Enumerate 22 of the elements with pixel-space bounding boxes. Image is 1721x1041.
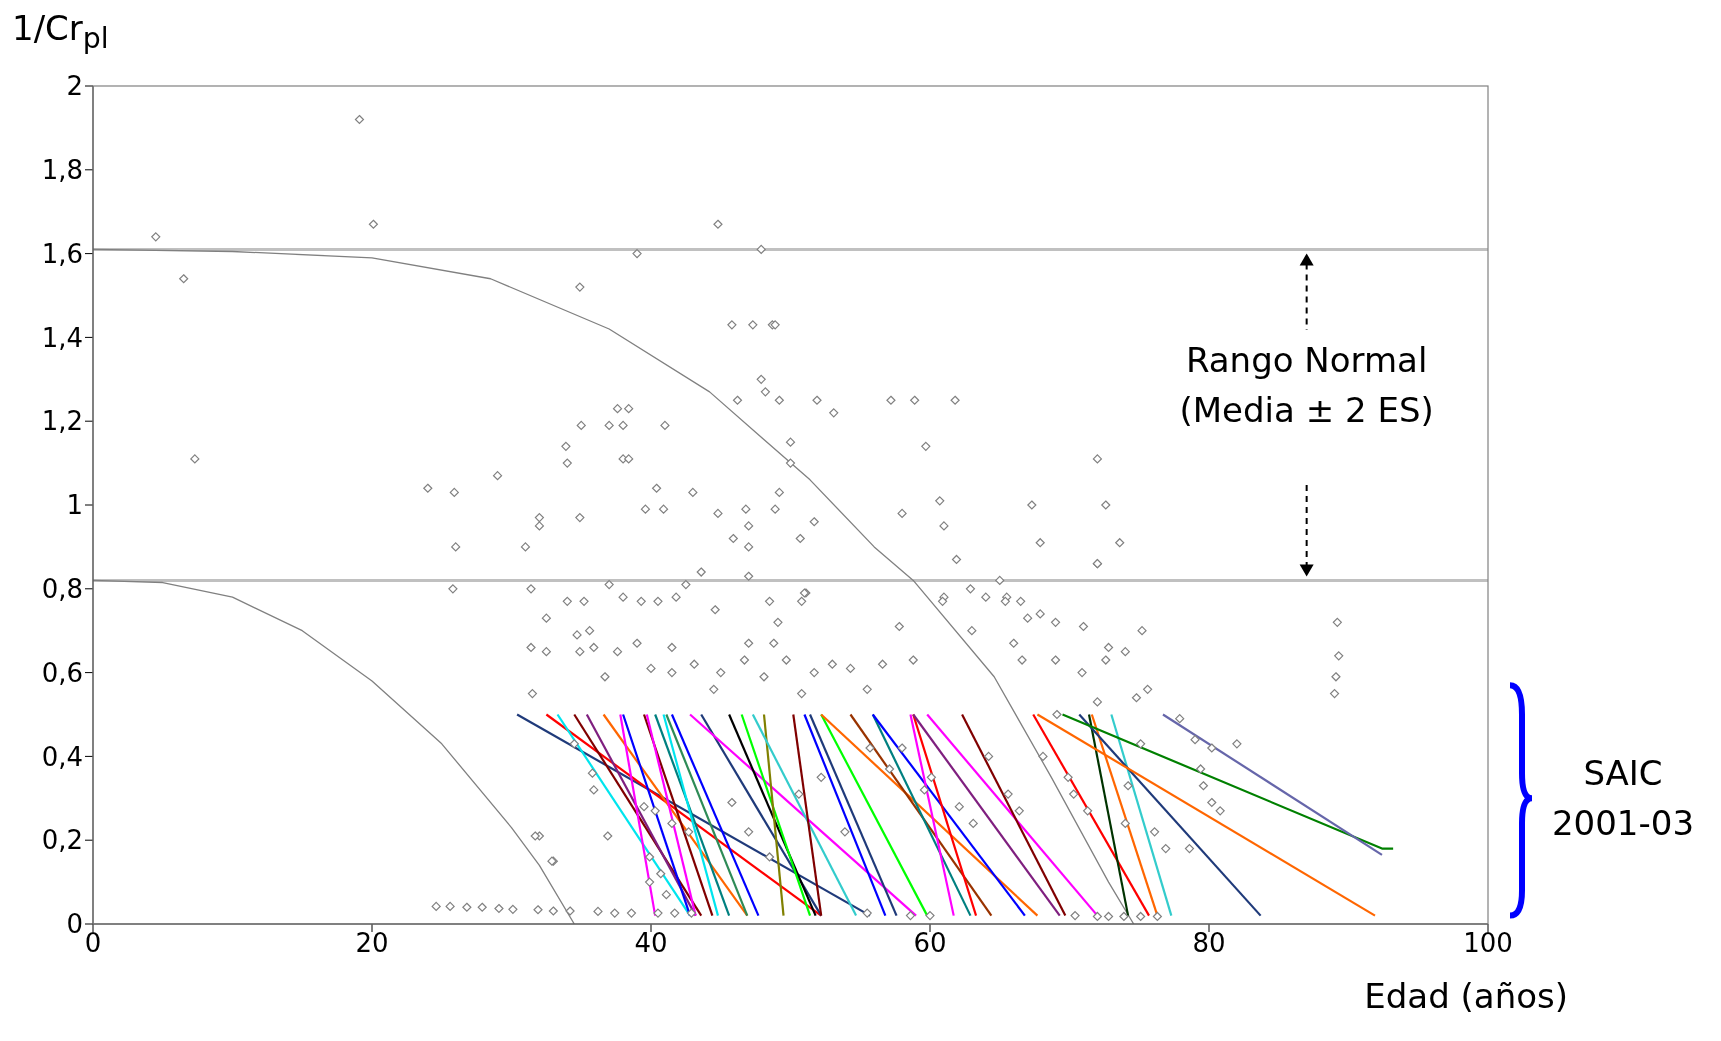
y-tick-label: 1,6	[41, 238, 83, 269]
y-tick-label: 0,8	[41, 574, 83, 605]
y-tick-label: 1,8	[41, 155, 83, 186]
y-tick-label: 0,4	[41, 741, 83, 772]
text: SAIC 2001-03	[1550, 752, 1696, 846]
x-tick-label: 20	[355, 928, 389, 959]
y-tick-label: 2	[66, 71, 83, 102]
annotation: Rango Normal (Media ± 2 ES)	[1156, 334, 1457, 435]
x-tick-label: 80	[1192, 928, 1226, 959]
line-series	[93, 248, 1135, 924]
y-tick-label: 1,4	[41, 322, 83, 353]
y-tick-label: 0	[66, 909, 83, 940]
x-tick-label: 40	[634, 928, 668, 959]
y-tick-label: 1,2	[41, 406, 83, 437]
line-series	[93, 579, 575, 924]
y-tick-label: 0,2	[41, 825, 83, 856]
y-axis-title: 1/Cr$_{pl}$	[12, 8, 109, 55]
x-axis-title: Edad (años)	[1364, 976, 1568, 1016]
y-tick-label: 0,6	[41, 657, 83, 688]
x-tick-label: 100	[1463, 928, 1513, 959]
x-tick-label: 60	[913, 928, 947, 959]
y-tick-label: 1	[66, 490, 83, 521]
